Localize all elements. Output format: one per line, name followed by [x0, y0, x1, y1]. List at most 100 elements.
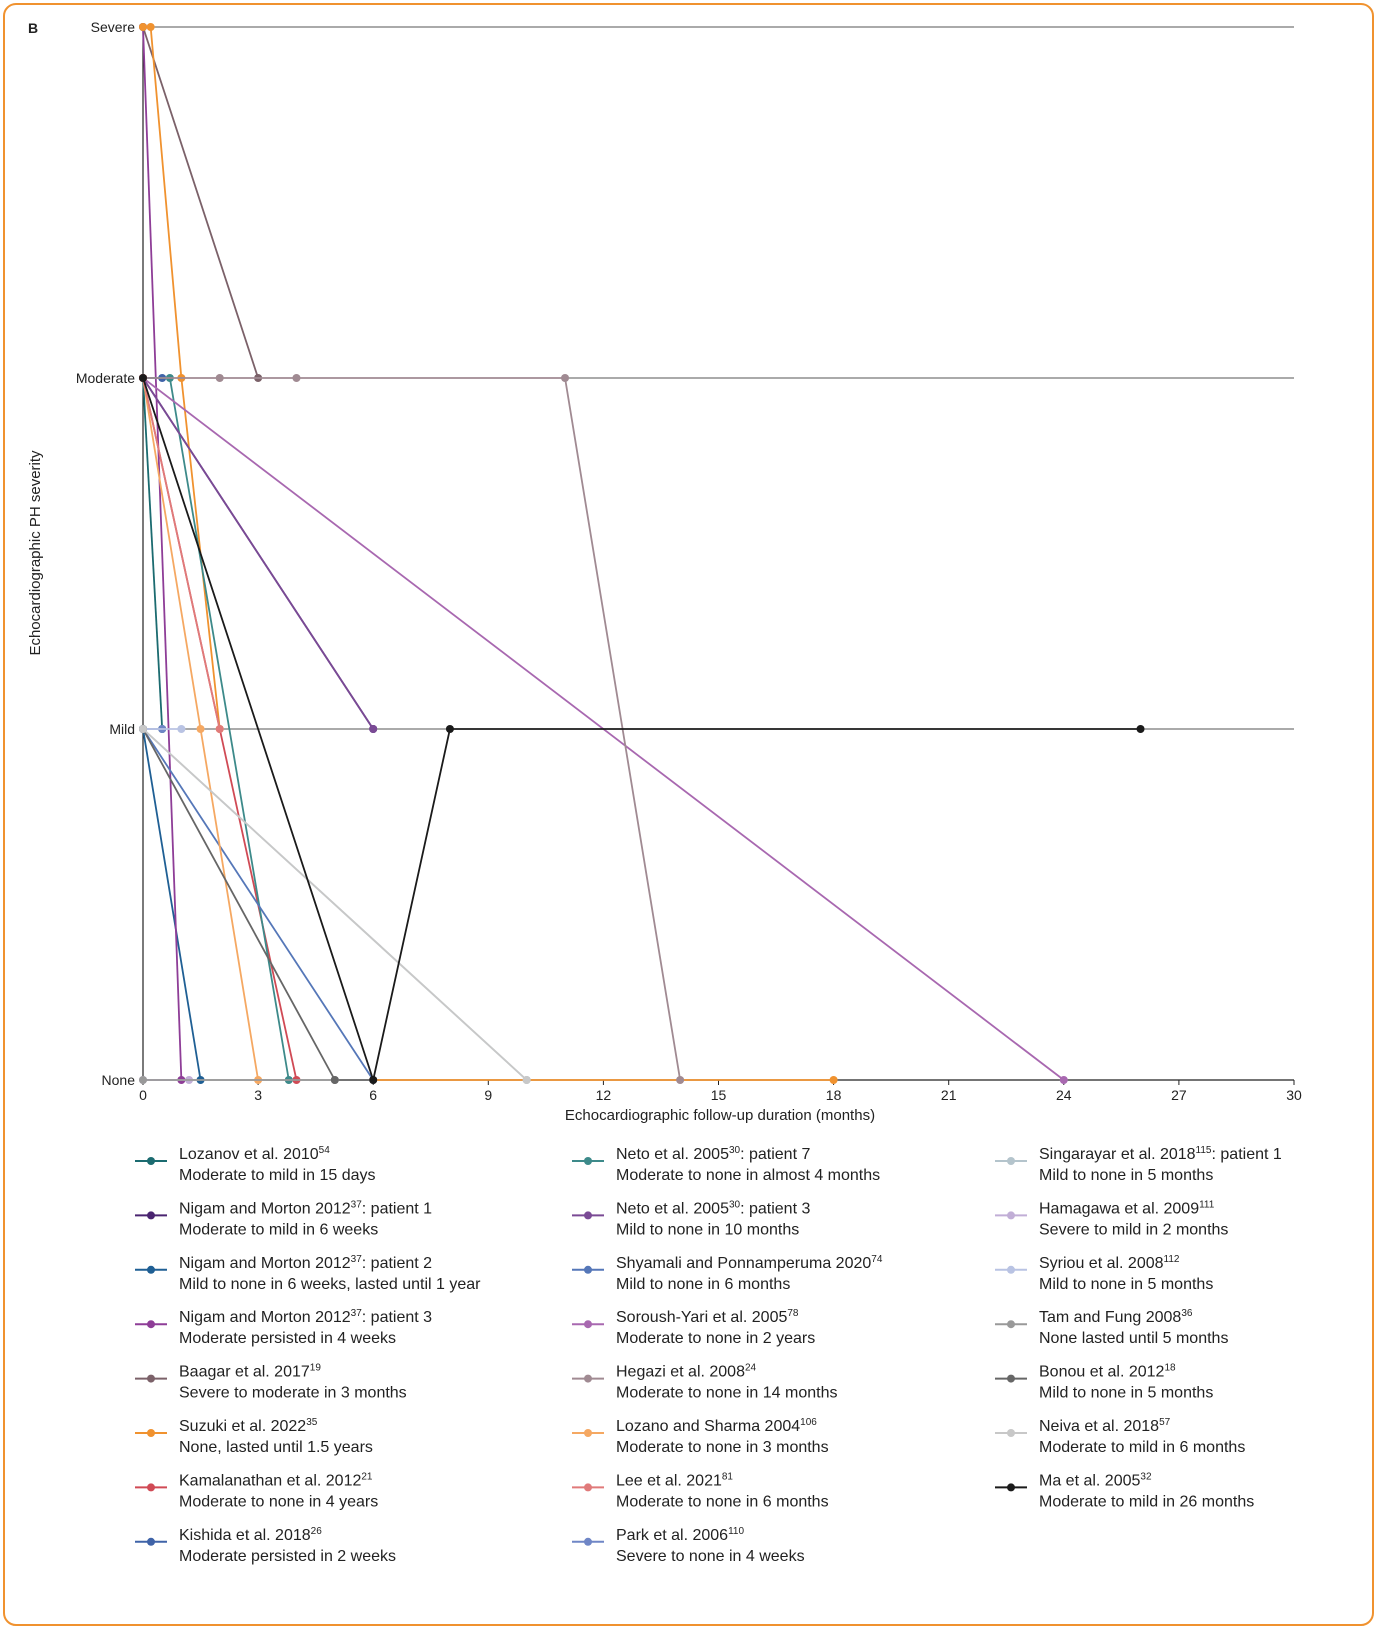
y-axis-label: Echocardiographic PH severity [27, 450, 44, 656]
data-point [139, 1076, 147, 1084]
legend-ref: 21 [361, 1471, 373, 1482]
data-point [829, 1076, 838, 1084]
legend-entry: Hegazi et al. 200824 [616, 1363, 757, 1381]
legend-swatch-dot [147, 1537, 155, 1546]
x-axis-label: Echocardiographic follow-up duration (mo… [565, 1107, 875, 1124]
x-tick-label: 18 [826, 1087, 842, 1103]
data-point [1136, 725, 1145, 733]
legend-swatch-dot [584, 1537, 592, 1546]
legend-name: Kishida et al. 2018 [179, 1527, 311, 1544]
legend-swatch-dot [147, 1157, 155, 1165]
data-point [676, 1076, 685, 1084]
legend-name: Lee et al. 2021 [616, 1472, 722, 1489]
legend-description: Mild to none in 6 weeks, lasted until 1 … [179, 1276, 481, 1293]
legend-description: Moderate persisted in 2 weeks [179, 1548, 396, 1565]
legend-name: Shyamali and Ponnamperuma 2020 [616, 1255, 871, 1272]
legend-swatch-dot [147, 1374, 155, 1383]
data-point [215, 725, 224, 733]
legend-swatch-dot [1007, 1374, 1015, 1383]
legend-entry: Neto et al. 200530: patient 3 [616, 1199, 810, 1217]
legend-description: Moderate to none in 3 months [616, 1439, 829, 1456]
legend-entry: Suzuki et al. 202235 [179, 1417, 318, 1435]
x-tick-label: 6 [369, 1087, 377, 1103]
legend-entry: Neiva et al. 201857 [1039, 1417, 1171, 1435]
legend-entry: Kamalanathan et al. 201221 [179, 1471, 373, 1489]
legend-ref: 30 [729, 1199, 741, 1210]
legend-ref: 81 [722, 1471, 734, 1482]
series-line [142, 377, 221, 730]
legend-name: Lozanov et al. 2010 [179, 1146, 319, 1163]
panel-label: B [28, 20, 38, 36]
legend-swatch-dot [147, 1320, 155, 1329]
legend-entry: Bonou et al. 201218 [1039, 1363, 1176, 1381]
legend-swatch-dot [147, 1429, 155, 1437]
legend-entry: Lozano and Sharma 2004106 [616, 1417, 817, 1435]
legend-ref: 19 [310, 1363, 322, 1374]
data-point [139, 374, 147, 382]
legend-ref: 78 [787, 1308, 799, 1319]
legend-name: Lozano and Sharma 2004 [616, 1418, 800, 1435]
legend-entry: Baagar et al. 201719 [179, 1363, 321, 1381]
data-point [215, 374, 224, 382]
frame [3, 3, 1374, 1626]
legend-description: Mild to none in 5 months [1039, 1167, 1213, 1184]
y-tick-label: Mild [109, 721, 135, 737]
series-line [142, 728, 528, 1081]
legend-ref: 106 [800, 1417, 817, 1428]
legend-ref: 32 [1140, 1471, 1152, 1482]
data-point [196, 725, 205, 733]
legend-swatch-dot [1007, 1320, 1015, 1329]
legend-ref: 37 [351, 1254, 363, 1265]
legend-ref: 36 [1181, 1308, 1193, 1319]
legend-entry: Syriou et al. 2008112 [1039, 1254, 1180, 1272]
legend-ref: 54 [319, 1145, 331, 1156]
legend-description: Mild to none in 5 months [1039, 1385, 1213, 1402]
legend-ref: 30 [729, 1145, 741, 1156]
legend-ref: 57 [1159, 1417, 1171, 1428]
series-line [142, 728, 374, 1081]
legend-description: Moderate to mild in 6 weeks [179, 1221, 378, 1238]
series-line [142, 26, 259, 379]
series-line [142, 728, 336, 1081]
legend-swatch-dot [584, 1157, 592, 1165]
x-tick-label: 3 [254, 1087, 262, 1103]
legend-entry: Neto et al. 200530: patient 7 [616, 1145, 810, 1163]
legend-ref: 35 [306, 1417, 318, 1428]
legend-swatch-dot [1007, 1429, 1015, 1437]
data-point [330, 1076, 339, 1084]
legend-name: Tam and Fung 2008 [1039, 1309, 1181, 1326]
legend-name: Singarayar et al. 2018 [1039, 1146, 1196, 1163]
x-tick-label: 9 [484, 1087, 492, 1103]
x-tick-label: 24 [1056, 1087, 1072, 1103]
legend-entry: Nigam and Morton 201237: patient 1 [179, 1199, 432, 1217]
legend-entry: Nigam and Morton 201237: patient 3 [179, 1308, 432, 1326]
legend-entry: Kishida et al. 201826 [179, 1526, 322, 1544]
legend-ref: 26 [311, 1526, 323, 1537]
legend-name: Nigam and Morton 2012 [179, 1255, 351, 1272]
legend-name: Hamagawa et al. 2009 [1039, 1200, 1199, 1217]
legend-note: : patient 3 [740, 1200, 810, 1217]
legend-description: Moderate to none in 6 months [616, 1493, 829, 1510]
legend-entry: Tam and Fung 200836 [1039, 1308, 1193, 1326]
y-tick-label: None [102, 1072, 136, 1088]
legend-name: Ma et al. 2005 [1039, 1472, 1141, 1489]
legend-description: Mild to none in 10 months [616, 1221, 799, 1238]
legend-name: Bonou et al. 2012 [1039, 1364, 1165, 1381]
data-point [1059, 1076, 1068, 1084]
legend-swatch-dot [1007, 1483, 1015, 1492]
legend-description: None, lasted until 1.5 years [179, 1439, 373, 1456]
legend-note: : patient 2 [362, 1255, 432, 1272]
series-line [143, 26, 834, 1081]
x-tick-label: 15 [711, 1087, 727, 1103]
legend-name: Baagar et al. 2017 [179, 1364, 310, 1381]
x-tick-label: 30 [1286, 1087, 1302, 1103]
data-point [561, 374, 570, 382]
series-line [142, 377, 1141, 1084]
legend-ref: 115 [1196, 1145, 1212, 1156]
series-line [142, 26, 183, 1081]
legend-description: Severe to moderate in 3 months [179, 1385, 407, 1402]
legend-name: Park et al. 2006 [616, 1527, 728, 1544]
legend-ref: 24 [745, 1363, 757, 1374]
x-tick-label: 21 [941, 1087, 957, 1103]
legend-note: : patient 1 [362, 1200, 432, 1217]
